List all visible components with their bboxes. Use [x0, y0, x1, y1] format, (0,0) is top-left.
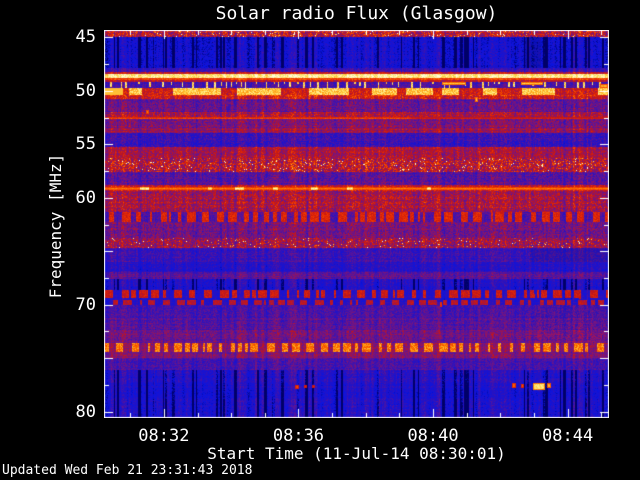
x-axis-title: Start Time (11-Jul-14 08:30:01)	[207, 444, 506, 463]
y-tick-label: 60	[75, 187, 96, 208]
y-tick-label: 45	[75, 27, 96, 48]
y-tick-labels: 45 50 55 60 70 80	[56, 0, 96, 480]
y-tick-label: 80	[75, 401, 96, 422]
x-tick-label: 08:36	[272, 426, 325, 446]
chart-title: Solar radio Flux (Glasgow)	[215, 3, 498, 24]
y-tick-label: 55	[75, 134, 96, 155]
spectrogram-heatmap	[104, 30, 609, 418]
updated-timestamp: Updated Wed Feb 21 23:31:43 2018	[2, 463, 253, 478]
y-tick-label: 50	[75, 80, 96, 101]
x-tick-label: 08:32	[138, 426, 190, 446]
y-tick-label: 70	[75, 294, 96, 315]
x-tick-label: 08:40	[407, 426, 459, 446]
x-tick-label: 08:44	[542, 426, 594, 446]
